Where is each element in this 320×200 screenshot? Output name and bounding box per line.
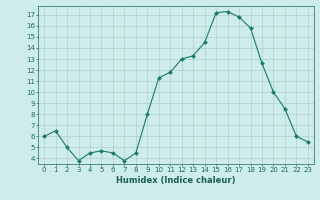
- X-axis label: Humidex (Indice chaleur): Humidex (Indice chaleur): [116, 176, 236, 185]
